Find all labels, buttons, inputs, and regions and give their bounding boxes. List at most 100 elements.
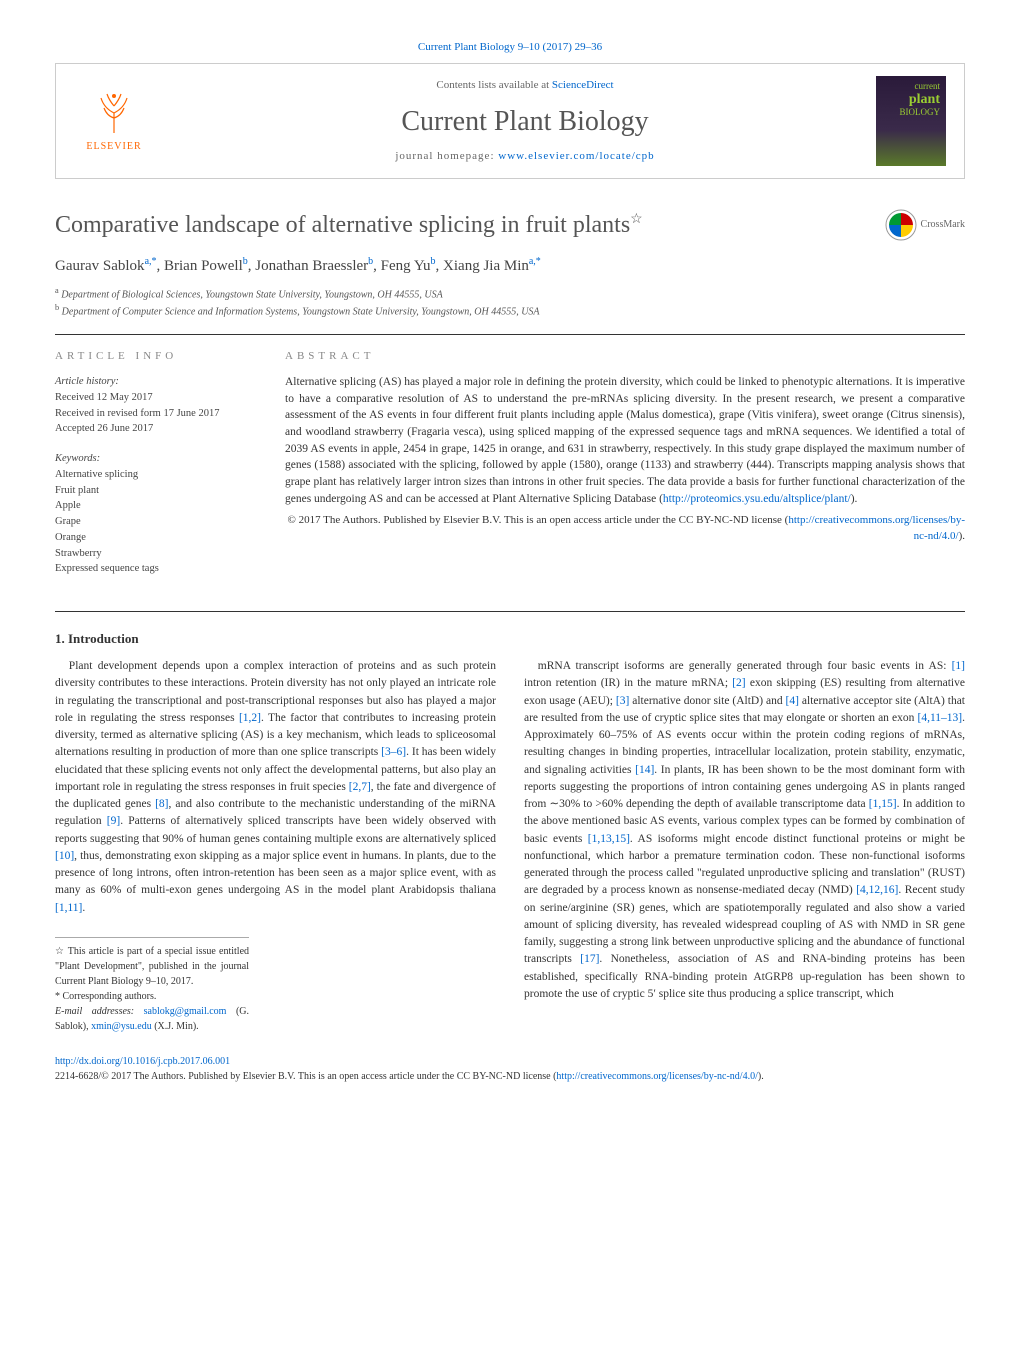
- ref-9[interactable]: [9]: [107, 815, 120, 827]
- keyword: Strawberry: [55, 546, 255, 562]
- elsevier-logo: ELSEVIER: [74, 81, 154, 161]
- t: intron retention (IR) in the mature mRNA…: [524, 677, 732, 689]
- footnote-emails: E-mail addresses: sablokg@gmail.com (G. …: [55, 1004, 249, 1034]
- sciencedirect-link[interactable]: ScienceDirect: [552, 79, 614, 91]
- abstract-text: Alternative splicing (AS) has played a m…: [285, 374, 965, 507]
- history-line: Received in revised form 17 June 2017: [55, 406, 255, 422]
- email-min[interactable]: xmin@ysu.edu: [91, 1021, 152, 1032]
- affiliation: a Department of Biological Sciences, You…: [55, 285, 965, 302]
- contents-prefix: Contents lists available at: [436, 79, 551, 91]
- contents-available: Contents lists available at ScienceDirec…: [174, 78, 876, 93]
- elsevier-label: ELSEVIER: [86, 140, 141, 154]
- cover-text-3: BIOLOGY: [900, 108, 941, 118]
- history-line: Received 12 May 2017: [55, 390, 255, 406]
- title-footnote-star: ☆: [630, 212, 643, 227]
- author: Jonathan Braessler: [255, 258, 368, 274]
- ref-4-11-13[interactable]: [4,11–13]: [918, 712, 963, 724]
- article-info-heading: article info: [55, 349, 255, 364]
- copyright-end: ).: [959, 530, 965, 542]
- keyword: Expressed sequence tags: [55, 561, 255, 577]
- keywords-block: Keywords: Alternative splicingFruit plan…: [55, 451, 255, 577]
- ref-14[interactable]: [14]: [635, 764, 654, 776]
- intro-heading: 1. Introduction: [55, 630, 965, 648]
- t: alternative donor site (AltD) and: [629, 695, 785, 707]
- divider-top: [55, 334, 965, 335]
- keyword: Fruit plant: [55, 483, 255, 499]
- footer-line-end: ).: [758, 1071, 764, 1082]
- footer-license-link[interactable]: http://creativecommons.org/licenses/by-n…: [556, 1071, 757, 1082]
- footer-line: 2214-6628/© 2017 The Authors. Published …: [55, 1071, 556, 1082]
- journal-header: ELSEVIER Contents lists available at Sci…: [55, 63, 965, 179]
- history-line: Accepted 26 June 2017: [55, 421, 255, 437]
- intro-para-1: Plant development depends upon a complex…: [55, 658, 496, 917]
- history-label: Article history:: [55, 374, 255, 390]
- intro-para-2: mRNA transcript isoforms are generally g…: [524, 658, 965, 1003]
- journal-name: Current Plant Biology: [174, 102, 876, 141]
- email-label: E-mail addresses:: [55, 1006, 144, 1017]
- column-right: mRNA transcript isoforms are generally g…: [524, 658, 965, 1034]
- ref-17[interactable]: [17]: [580, 953, 599, 965]
- ref-10[interactable]: [10]: [55, 850, 74, 862]
- body-columns: Plant development depends upon a complex…: [55, 658, 965, 1034]
- homepage-prefix: journal homepage:: [395, 150, 498, 162]
- ref-1-13-15[interactable]: [1,13,15]: [588, 833, 630, 845]
- abstract-copyright: © 2017 The Authors. Published by Elsevie…: [285, 513, 965, 544]
- crossmark-label: CrossMark: [921, 218, 965, 232]
- crossmark-badge[interactable]: CrossMark: [885, 209, 965, 241]
- cover-text-1: current: [915, 82, 940, 92]
- author: Feng Yu: [381, 258, 431, 274]
- t: , thus, demonstrating exon skipping as a…: [55, 850, 496, 897]
- author: Xiang Jia Min: [443, 258, 529, 274]
- ref-e1[interactable]: [1]: [952, 660, 965, 672]
- ref-1-15[interactable]: [1,15]: [869, 798, 897, 810]
- author: Gaurav Sablok: [55, 258, 145, 274]
- title-text: Comparative landscape of alternative spl…: [55, 212, 630, 238]
- affiliation: b Department of Computer Science and Inf…: [55, 302, 965, 319]
- homepage-link[interactable]: www.elsevier.com/locate/cpb: [498, 150, 654, 162]
- abstract-heading: abstract: [285, 349, 965, 364]
- email-sablok[interactable]: sablokg@gmail.com: [144, 1006, 227, 1017]
- footnote-star: ☆ This article is part of a special issu…: [55, 944, 249, 989]
- cover-text-2: plant: [909, 92, 940, 107]
- elsevier-tree-icon: [89, 88, 139, 138]
- author: Brian Powell: [164, 258, 243, 274]
- license-link[interactable]: http://creativecommons.org/licenses/by-n…: [788, 514, 965, 541]
- ref-8[interactable]: [8]: [155, 798, 168, 810]
- article-title: Comparative landscape of alternative spl…: [55, 209, 885, 243]
- ref-e2[interactable]: [2]: [732, 677, 745, 689]
- page-footer: http://dx.doi.org/10.1016/j.cpb.2017.06.…: [55, 1054, 965, 1084]
- ref-4-12-16[interactable]: [4,12,16]: [856, 884, 898, 896]
- ref-e4[interactable]: [4]: [786, 695, 799, 707]
- ref-e3[interactable]: [3]: [616, 695, 629, 707]
- journal-reference: Current Plant Biology 9–10 (2017) 29–36: [55, 40, 965, 55]
- article-history: Article history: Received 12 May 2017Rec…: [55, 374, 255, 437]
- abstract-end: ).: [851, 493, 858, 505]
- ref-3-6[interactable]: [3–6]: [381, 746, 406, 758]
- journal-cover-thumbnail: current plant BIOLOGY: [876, 76, 946, 166]
- abstract-body: Alternative splicing (AS) has played a m…: [285, 376, 965, 505]
- t: . Patterns of alternatively spliced tran…: [55, 815, 496, 844]
- keyword: Apple: [55, 498, 255, 514]
- footnotes: ☆ This article is part of a special issu…: [55, 937, 249, 1034]
- author-aff: a,*: [529, 256, 541, 267]
- copyright-text: © 2017 The Authors. Published by Elsevie…: [287, 514, 788, 526]
- divider-bottom: [55, 611, 965, 612]
- author-aff: b: [431, 256, 436, 267]
- crossmark-icon: [885, 209, 917, 241]
- ref-1-2[interactable]: [1,2]: [239, 712, 261, 724]
- ref-2-7[interactable]: [2,7]: [349, 781, 371, 793]
- author-aff: b: [243, 256, 248, 267]
- footnote-corresponding: * Corresponding authors.: [55, 989, 249, 1004]
- keyword: Alternative splicing: [55, 467, 255, 483]
- ref-1-11[interactable]: [1,11]: [55, 902, 82, 914]
- database-link[interactable]: http://proteomics.ysu.edu/altsplice/plan…: [663, 493, 851, 505]
- doi-link[interactable]: http://dx.doi.org/10.1016/j.cpb.2017.06.…: [55, 1056, 230, 1067]
- keyword: Orange: [55, 530, 255, 546]
- keywords-label: Keywords:: [55, 451, 255, 467]
- affiliations: a Department of Biological Sciences, You…: [55, 285, 965, 320]
- author-aff: a,*: [145, 256, 157, 267]
- keyword: Grape: [55, 514, 255, 530]
- journal-homepage: journal homepage: www.elsevier.com/locat…: [174, 149, 876, 164]
- author-list: Gaurav Sabloka,*, Brian Powellb, Jonatha…: [55, 255, 965, 277]
- t: mRNA transcript isoforms are generally g…: [538, 660, 952, 672]
